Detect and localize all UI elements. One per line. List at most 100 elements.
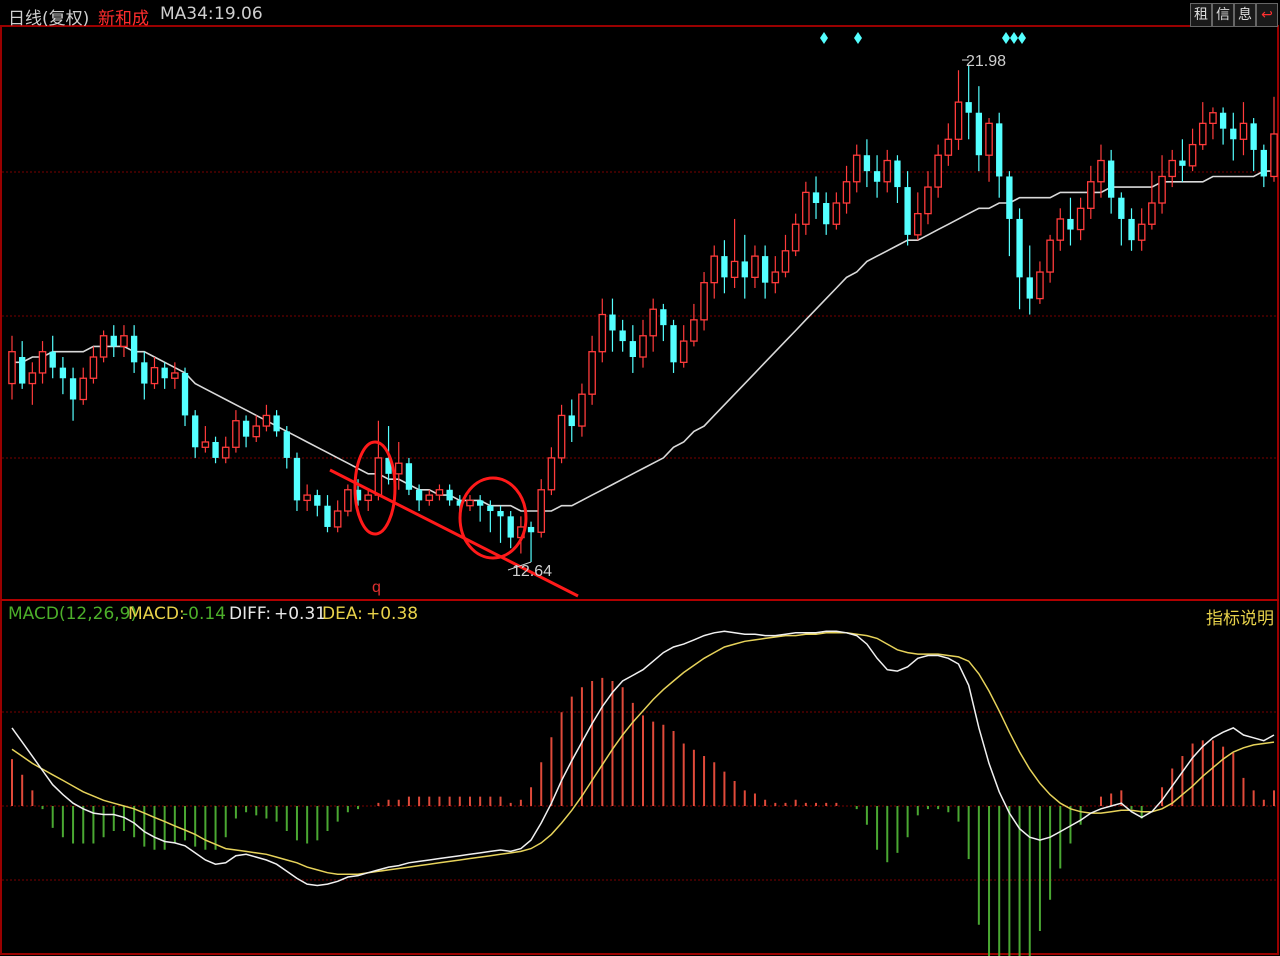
candle <box>700 272 708 331</box>
highlight-circle <box>458 476 528 560</box>
candle-body <box>28 372 37 385</box>
candle-body <box>1179 160 1186 166</box>
toolbar-button-2[interactable]: 信 <box>1212 3 1234 27</box>
candle-body <box>904 187 911 235</box>
candle-body <box>812 192 820 204</box>
candle <box>1036 261 1044 304</box>
candle <box>823 192 830 235</box>
panel-border <box>0 25 1279 955</box>
candle-body <box>1168 159 1177 178</box>
dea-value: +0.38 <box>366 604 419 624</box>
candle <box>791 213 800 257</box>
candle-body <box>374 457 383 496</box>
candle <box>1006 171 1013 257</box>
candle-body <box>446 489 453 501</box>
candle <box>1016 208 1023 310</box>
candle <box>120 325 128 358</box>
candle <box>873 155 881 198</box>
candle-body <box>487 505 494 512</box>
candle <box>262 404 271 432</box>
candle-body <box>1188 143 1197 167</box>
candle <box>578 383 586 437</box>
candle-body <box>283 431 290 458</box>
toolbar-button-3[interactable]: 息 <box>1234 3 1256 27</box>
signal-diamond-icon <box>1002 32 1010 44</box>
candle-body <box>435 489 444 496</box>
candle <box>598 298 607 363</box>
candle-body <box>1137 223 1146 241</box>
candle-body <box>721 256 728 278</box>
candle-body <box>537 489 546 533</box>
macd-value: -0.14 <box>182 604 226 624</box>
candle <box>924 171 932 225</box>
candle <box>852 144 861 193</box>
candle-body <box>385 457 392 474</box>
candle <box>150 357 159 389</box>
macd-title: MACD(12,26,9) <box>8 604 138 624</box>
candle-body <box>477 500 484 506</box>
toolbar-button-1[interactable]: 租 <box>1190 3 1212 27</box>
candle <box>751 245 759 288</box>
candle <box>1219 107 1227 145</box>
signal-diamond-icon <box>854 32 862 44</box>
candle <box>344 484 352 517</box>
candle-body <box>791 223 800 252</box>
candle-body <box>49 351 56 368</box>
candle-body <box>660 309 667 326</box>
candle-body <box>314 495 321 506</box>
candle <box>466 495 474 512</box>
candle-body <box>863 155 871 172</box>
candle <box>181 367 189 427</box>
candle-body <box>303 494 311 502</box>
candle-body <box>985 122 993 156</box>
signal-diamond-icon <box>1018 32 1026 44</box>
candle-body <box>619 330 626 342</box>
candle <box>507 511 514 549</box>
candle-body <box>883 159 892 183</box>
dea-line <box>11 632 1275 875</box>
candle <box>781 234 790 278</box>
candle <box>883 149 892 193</box>
candle-body <box>456 500 463 506</box>
candle-body <box>1270 133 1278 178</box>
candle <box>1168 149 1177 188</box>
back-arrow-icon[interactable]: ↩ <box>1256 3 1278 27</box>
candle <box>913 192 922 241</box>
candle-body <box>333 510 342 528</box>
candle-body <box>405 463 413 490</box>
candle <box>79 367 88 405</box>
candle <box>141 351 148 400</box>
candle <box>477 495 484 522</box>
period-label[interactable]: 日线(复权) <box>8 9 90 29</box>
candle-body <box>1118 197 1125 219</box>
candle-body <box>741 261 748 278</box>
candle <box>660 303 667 342</box>
candle-body <box>996 123 1003 177</box>
candle-body <box>161 367 168 379</box>
candle <box>415 484 423 512</box>
candle-body <box>1036 271 1044 300</box>
ma-value: 19.06 <box>214 4 263 24</box>
candle <box>1076 197 1085 241</box>
candle-body <box>89 356 98 379</box>
candle-body <box>497 511 504 517</box>
indicator-help-link[interactable]: 指标说明 <box>1206 609 1274 629</box>
candle-body <box>99 335 108 358</box>
candle <box>670 319 677 373</box>
candle-body <box>120 335 128 348</box>
macd-histogram <box>11 677 1275 956</box>
candle <box>1198 102 1207 150</box>
candlestick-series <box>8 66 1278 562</box>
candle <box>161 362 168 389</box>
candle-body <box>568 415 575 427</box>
candle-body <box>1198 122 1207 146</box>
candle-body <box>1260 149 1267 177</box>
candle-body <box>1128 218 1135 241</box>
candle <box>557 404 566 464</box>
candle-body <box>1046 239 1054 273</box>
candle <box>741 234 748 299</box>
high-price-label: 21.98 <box>966 53 1006 70</box>
candle <box>629 325 636 373</box>
candle-body <box>130 335 138 363</box>
candle <box>802 181 810 235</box>
